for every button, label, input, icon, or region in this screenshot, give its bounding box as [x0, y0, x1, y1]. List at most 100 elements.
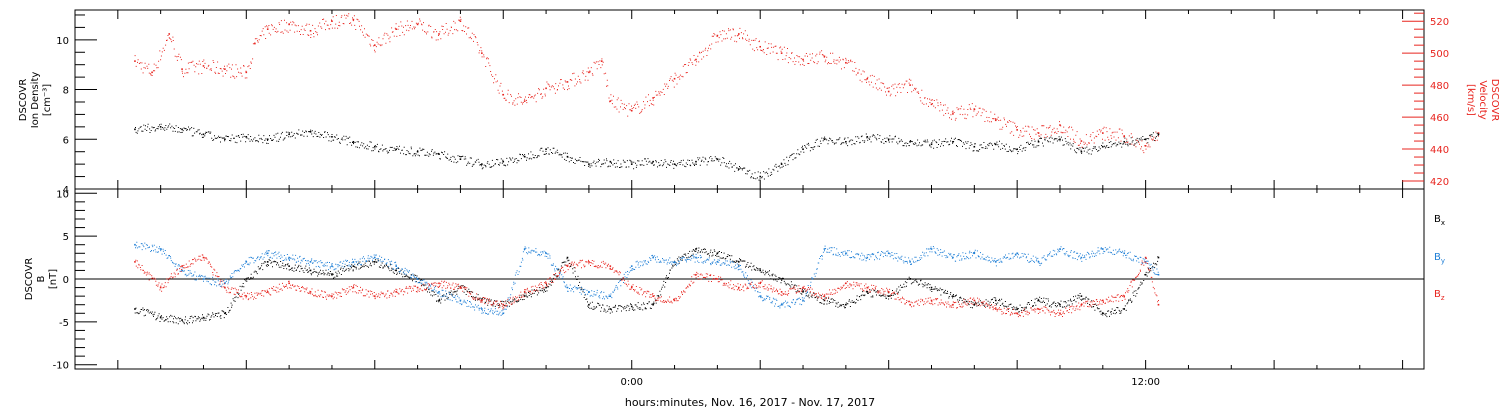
- data-point-velocity-26: [630, 109, 633, 112]
- data-point-velocity-44: [1016, 129, 1018, 131]
- b-tick-label: 10: [56, 189, 69, 200]
- data-point-density-44: [1080, 150, 1083, 153]
- data-point-velocity-30: [716, 34, 719, 37]
- data-point-density-48: [1157, 133, 1160, 136]
- data-point-velocity-0: [134, 60, 136, 62]
- data-point-Bx-4: [224, 312, 226, 315]
- data-point-By-46: [1123, 252, 1126, 255]
- data-point-By-48: [1157, 273, 1160, 276]
- data-point-velocity-3: [181, 68, 183, 70]
- data-point-Bz-28: [737, 286, 740, 289]
- data-point-velocity-42: [973, 108, 976, 110]
- velocity-tick-label: 480: [1430, 81, 1449, 92]
- data-point-density-40: [994, 143, 997, 146]
- data-point-velocity-38: [887, 90, 890, 93]
- data-point-velocity-13: [373, 44, 376, 46]
- data-point-velocity-32: [759, 45, 762, 48]
- velocity-tick-label: 420: [1430, 177, 1449, 188]
- data-point-Bz-1: [159, 286, 162, 289]
- data-point-density-42: [1037, 140, 1040, 143]
- data-point-Bx-27: [716, 252, 719, 255]
- data-point-Bx-6: [266, 261, 269, 263]
- data-point-density-28: [737, 168, 740, 170]
- data-point-Bz-23: [630, 286, 633, 289]
- b-axis-title-line: [nT]: [48, 269, 59, 289]
- data-point-Bz-34: [866, 286, 869, 289]
- legend-Bz: Bz: [1434, 289, 1445, 302]
- data-point-velocity-20: [523, 100, 526, 102]
- data-point-Bx-42: [1037, 299, 1040, 302]
- data-point-velocity-10: [309, 29, 312, 32]
- data-point-velocity-16: [438, 33, 440, 35]
- legend-By-main: B: [1434, 252, 1441, 263]
- data-point-Bx-28: [737, 261, 740, 263]
- data-point-density-5: [245, 135, 248, 138]
- data-point-Bz-14: [438, 282, 440, 285]
- data-point-Bx-43: [1059, 303, 1061, 306]
- data-point-velocity-4: [202, 65, 205, 67]
- x-axis-title: hours:minutes, Nov. 16, 2017 - Nov. 17, …: [625, 396, 875, 409]
- data-point-By-19: [545, 252, 547, 255]
- data-point-density-20: [566, 155, 569, 158]
- data-point-Bx-41: [1016, 308, 1018, 310]
- data-point-velocity-14: [395, 28, 397, 30]
- data-point-velocity-45: [1037, 132, 1040, 134]
- data-point-Bx-18: [523, 295, 526, 297]
- data-point-Bz-15: [459, 286, 462, 289]
- data-point-velocity-28: [673, 77, 676, 80]
- top-plot-frame: [74, 9, 1425, 190]
- legend-Bx-main: B: [1434, 214, 1441, 225]
- data-point-Bz-10: [352, 286, 355, 289]
- data-point-velocity-24: [600, 60, 603, 62]
- data-point-velocity-48: [1102, 132, 1104, 134]
- data-point-Bz-44: [1080, 303, 1083, 306]
- data-point-By-3: [202, 278, 205, 280]
- data-point-density-41: [1016, 148, 1018, 151]
- data-point-density-2: [181, 128, 183, 131]
- x-tick-label: 12:00: [1131, 377, 1160, 388]
- data-point-velocity-50: [1144, 145, 1147, 147]
- data-point-By-32: [823, 248, 826, 250]
- data-point-velocity-49: [1123, 135, 1126, 138]
- data-point-Bz-46: [1123, 295, 1126, 297]
- data-point-By-38: [952, 256, 954, 259]
- data-point-Bz-47: [1144, 256, 1147, 259]
- data-point-density-29: [759, 175, 762, 178]
- data-point-Bz-30: [780, 291, 783, 293]
- b-tick-label: -10: [53, 361, 69, 372]
- data-point-Bx-19: [545, 286, 547, 289]
- data-point-By-40: [994, 261, 997, 263]
- data-point-Bz-7: [288, 282, 290, 285]
- legend-By: By: [1434, 252, 1445, 265]
- data-point-Bx-14: [438, 299, 440, 302]
- data-point-By-7: [288, 256, 290, 259]
- data-point-Bz-16: [481, 299, 483, 302]
- data-point-velocity-22: [566, 81, 569, 83]
- data-point-Bx-31: [802, 291, 804, 293]
- data-point-velocity-40: [930, 103, 933, 106]
- velocity-axis-title-line: [km/s]: [1465, 84, 1476, 116]
- data-point-By-9: [331, 265, 333, 267]
- legend-Bx-sub: x: [1441, 219, 1445, 227]
- velocity-axis-title: DSCOVRVelocity[km/s]: [1465, 79, 1500, 122]
- data-point-density-12: [395, 148, 397, 151]
- data-point-By-44: [1080, 256, 1083, 259]
- data-point-Bz-31: [802, 286, 804, 289]
- data-point-density-33: [845, 140, 847, 143]
- data-point-Bz-6: [266, 291, 269, 293]
- data-point-density-26: [695, 160, 697, 163]
- data-point-Bx-9: [331, 273, 333, 276]
- data-point-Bz-43: [1059, 312, 1061, 315]
- data-point-density-22: [609, 160, 612, 163]
- data-point-Bz-26: [695, 273, 697, 276]
- data-point-density-31: [802, 148, 804, 151]
- data-point-Bx-48: [1157, 256, 1160, 259]
- data-point-Bz-5: [245, 295, 248, 297]
- data-point-density-23: [630, 163, 633, 165]
- data-point-density-15: [459, 158, 462, 160]
- data-point-velocity-18: [481, 52, 483, 54]
- series-cloud-density: [135, 123, 1159, 181]
- data-point-velocity-17: [459, 20, 462, 22]
